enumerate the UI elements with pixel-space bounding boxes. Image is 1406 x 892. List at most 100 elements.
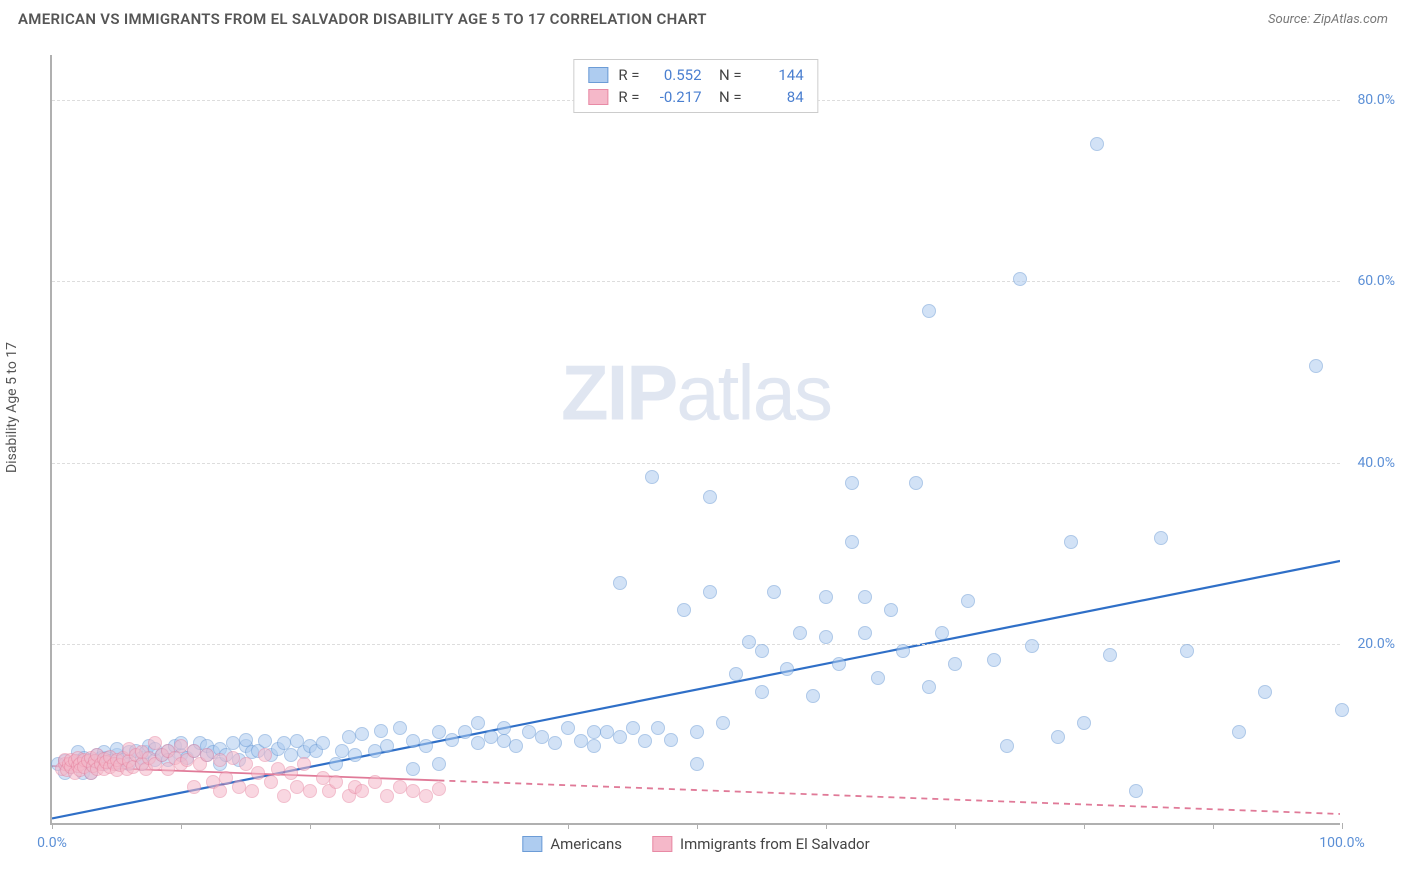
data-point: [613, 730, 627, 744]
stat-r-value: -0.217: [650, 88, 702, 106]
data-point: [484, 730, 498, 744]
data-point: [226, 736, 240, 750]
data-point: [987, 653, 1001, 667]
stat-r-label: R =: [618, 88, 639, 106]
data-point: [1129, 784, 1143, 798]
data-point: [271, 762, 285, 776]
x-tick: [697, 823, 698, 829]
data-point: [574, 734, 588, 748]
data-point: [258, 734, 272, 748]
data-point: [380, 789, 394, 803]
data-point: [329, 775, 343, 789]
correlation-legend: R =0.552 N =144R =-0.217 N =84: [573, 59, 818, 113]
data-point: [1258, 685, 1272, 699]
data-point: [245, 784, 259, 798]
data-point: [1335, 703, 1349, 717]
data-point: [587, 725, 601, 739]
data-point: [355, 784, 369, 798]
data-point: [374, 724, 388, 738]
data-point: [755, 685, 769, 699]
data-point: [664, 733, 678, 747]
stat-n-label: N =: [712, 88, 742, 106]
data-point: [819, 630, 833, 644]
data-point: [174, 739, 188, 753]
x-tick: [1084, 823, 1085, 829]
data-point: [1309, 359, 1323, 373]
data-point: [393, 721, 407, 735]
x-tick-label: 100.0%: [1319, 835, 1364, 851]
data-point: [471, 716, 485, 730]
watermark-light: atlas: [676, 348, 831, 436]
data-point: [419, 739, 433, 753]
data-point: [651, 721, 665, 735]
data-point: [587, 739, 601, 753]
data-point: [645, 470, 659, 484]
data-point: [884, 603, 898, 617]
data-point: [277, 789, 291, 803]
data-point: [1025, 639, 1039, 653]
data-point: [187, 780, 201, 794]
trend-lines: [52, 55, 1340, 823]
data-point: [284, 748, 298, 762]
legend-label: Immigrants from El Salvador: [680, 835, 870, 853]
y-axis-label: Disability Age 5 to 17: [4, 342, 20, 473]
data-point: [935, 626, 949, 640]
data-point: [290, 780, 304, 794]
x-tick-label: 0.0%: [37, 835, 67, 851]
data-point: [284, 766, 298, 780]
data-point: [703, 585, 717, 599]
x-tick: [181, 823, 182, 829]
legend-item: Americans: [522, 835, 622, 853]
legend-swatch: [588, 67, 608, 83]
data-point: [1090, 137, 1104, 151]
legend-item: Immigrants from El Salvador: [652, 835, 870, 853]
data-point: [780, 662, 794, 676]
data-point: [832, 657, 846, 671]
x-tick: [1342, 823, 1343, 829]
data-point: [819, 590, 833, 604]
legend-stat-row: R =0.552 N =144: [588, 64, 803, 86]
plot-area: ZIPatlas R =0.552 N =144R =-0.217 N =84 …: [50, 55, 1340, 825]
legend-swatch: [522, 836, 542, 852]
data-point: [948, 657, 962, 671]
data-point: [1064, 535, 1078, 549]
data-point: [1051, 730, 1065, 744]
data-point: [793, 626, 807, 640]
data-point: [638, 734, 652, 748]
data-point: [522, 725, 536, 739]
y-tick-label: 20.0%: [1357, 636, 1395, 652]
data-point: [922, 304, 936, 318]
data-point: [806, 689, 820, 703]
y-tick-label: 60.0%: [1357, 273, 1395, 289]
data-point: [1180, 644, 1194, 658]
data-point: [219, 771, 233, 785]
data-point: [368, 744, 382, 758]
data-point: [677, 603, 691, 617]
stat-r-value: 0.552: [650, 66, 702, 84]
data-point: [1077, 716, 1091, 730]
series-legend: Americans Immigrants from El Salvador: [522, 835, 869, 853]
gridline: [52, 644, 1340, 645]
data-point: [316, 771, 330, 785]
data-point: [703, 490, 717, 504]
data-point: [200, 748, 214, 762]
x-tick: [1213, 823, 1214, 829]
data-point: [1103, 648, 1117, 662]
data-point: [406, 734, 420, 748]
data-point: [445, 733, 459, 747]
data-point: [858, 590, 872, 604]
stat-r-label: R =: [618, 66, 639, 84]
data-point: [213, 784, 227, 798]
data-point: [845, 476, 859, 490]
data-point: [380, 739, 394, 753]
legend-swatch: [588, 89, 608, 105]
data-point: [509, 739, 523, 753]
data-point: [355, 727, 369, 741]
data-point: [406, 762, 420, 776]
data-point: [613, 576, 627, 590]
source-attribution: Source: ZipAtlas.com: [1268, 12, 1388, 27]
data-point: [303, 784, 317, 798]
watermark: ZIPatlas: [561, 347, 831, 438]
gridline: [52, 281, 1340, 282]
data-point: [348, 748, 362, 762]
